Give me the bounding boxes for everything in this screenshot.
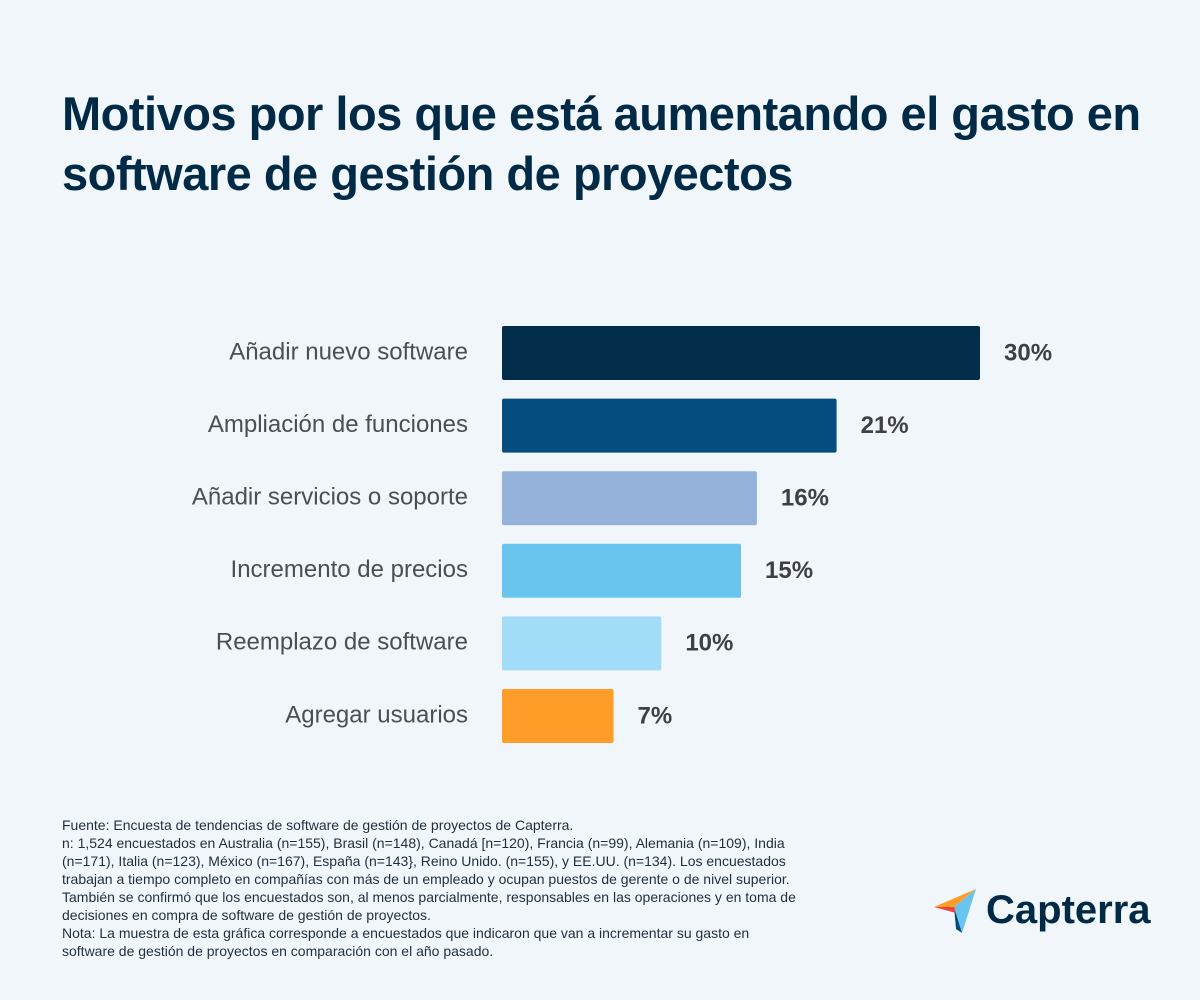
category-label: Agregar usuarios bbox=[285, 701, 468, 728]
footnotes: Fuente: Encuesta de tendencias de softwa… bbox=[62, 816, 802, 960]
chart-title: Motivos por los que está aumentando el g… bbox=[62, 87, 1141, 200]
bar bbox=[502, 543, 741, 598]
bar bbox=[502, 398, 837, 453]
category-label: Incremento de precios bbox=[231, 556, 468, 583]
bar bbox=[502, 326, 980, 380]
logo: Capterra bbox=[932, 885, 1151, 935]
category-label: Añadir servicios o soporte bbox=[192, 484, 468, 511]
bar bbox=[502, 616, 662, 671]
value-label: 30% bbox=[1004, 339, 1052, 366]
category-label: Reemplazo de software bbox=[216, 629, 468, 656]
category-label: Ampliación de funciones bbox=[208, 411, 468, 438]
value-label: 15% bbox=[765, 557, 813, 584]
chart: Añadir nuevo software 30% Ampliación de fu… bbox=[192, 326, 1052, 743]
value-label: 21% bbox=[861, 412, 909, 439]
value-label: 10% bbox=[685, 630, 733, 657]
value-label: 7% bbox=[638, 702, 673, 729]
value-label: 16% bbox=[781, 485, 829, 512]
logo-icon bbox=[934, 889, 976, 933]
footnote: Nota: La muestra de esta gráfica corresp… bbox=[62, 925, 750, 959]
bar bbox=[502, 471, 757, 526]
footnote: n: 1,524 encuestados en Australia (n=155… bbox=[62, 835, 796, 923]
bar bbox=[502, 689, 614, 743]
category-label: Añadir nuevo software bbox=[229, 338, 468, 365]
footnote: Fuente: Encuesta de tendencias de softwa… bbox=[62, 817, 574, 833]
logo-text: Capterra bbox=[986, 887, 1151, 932]
